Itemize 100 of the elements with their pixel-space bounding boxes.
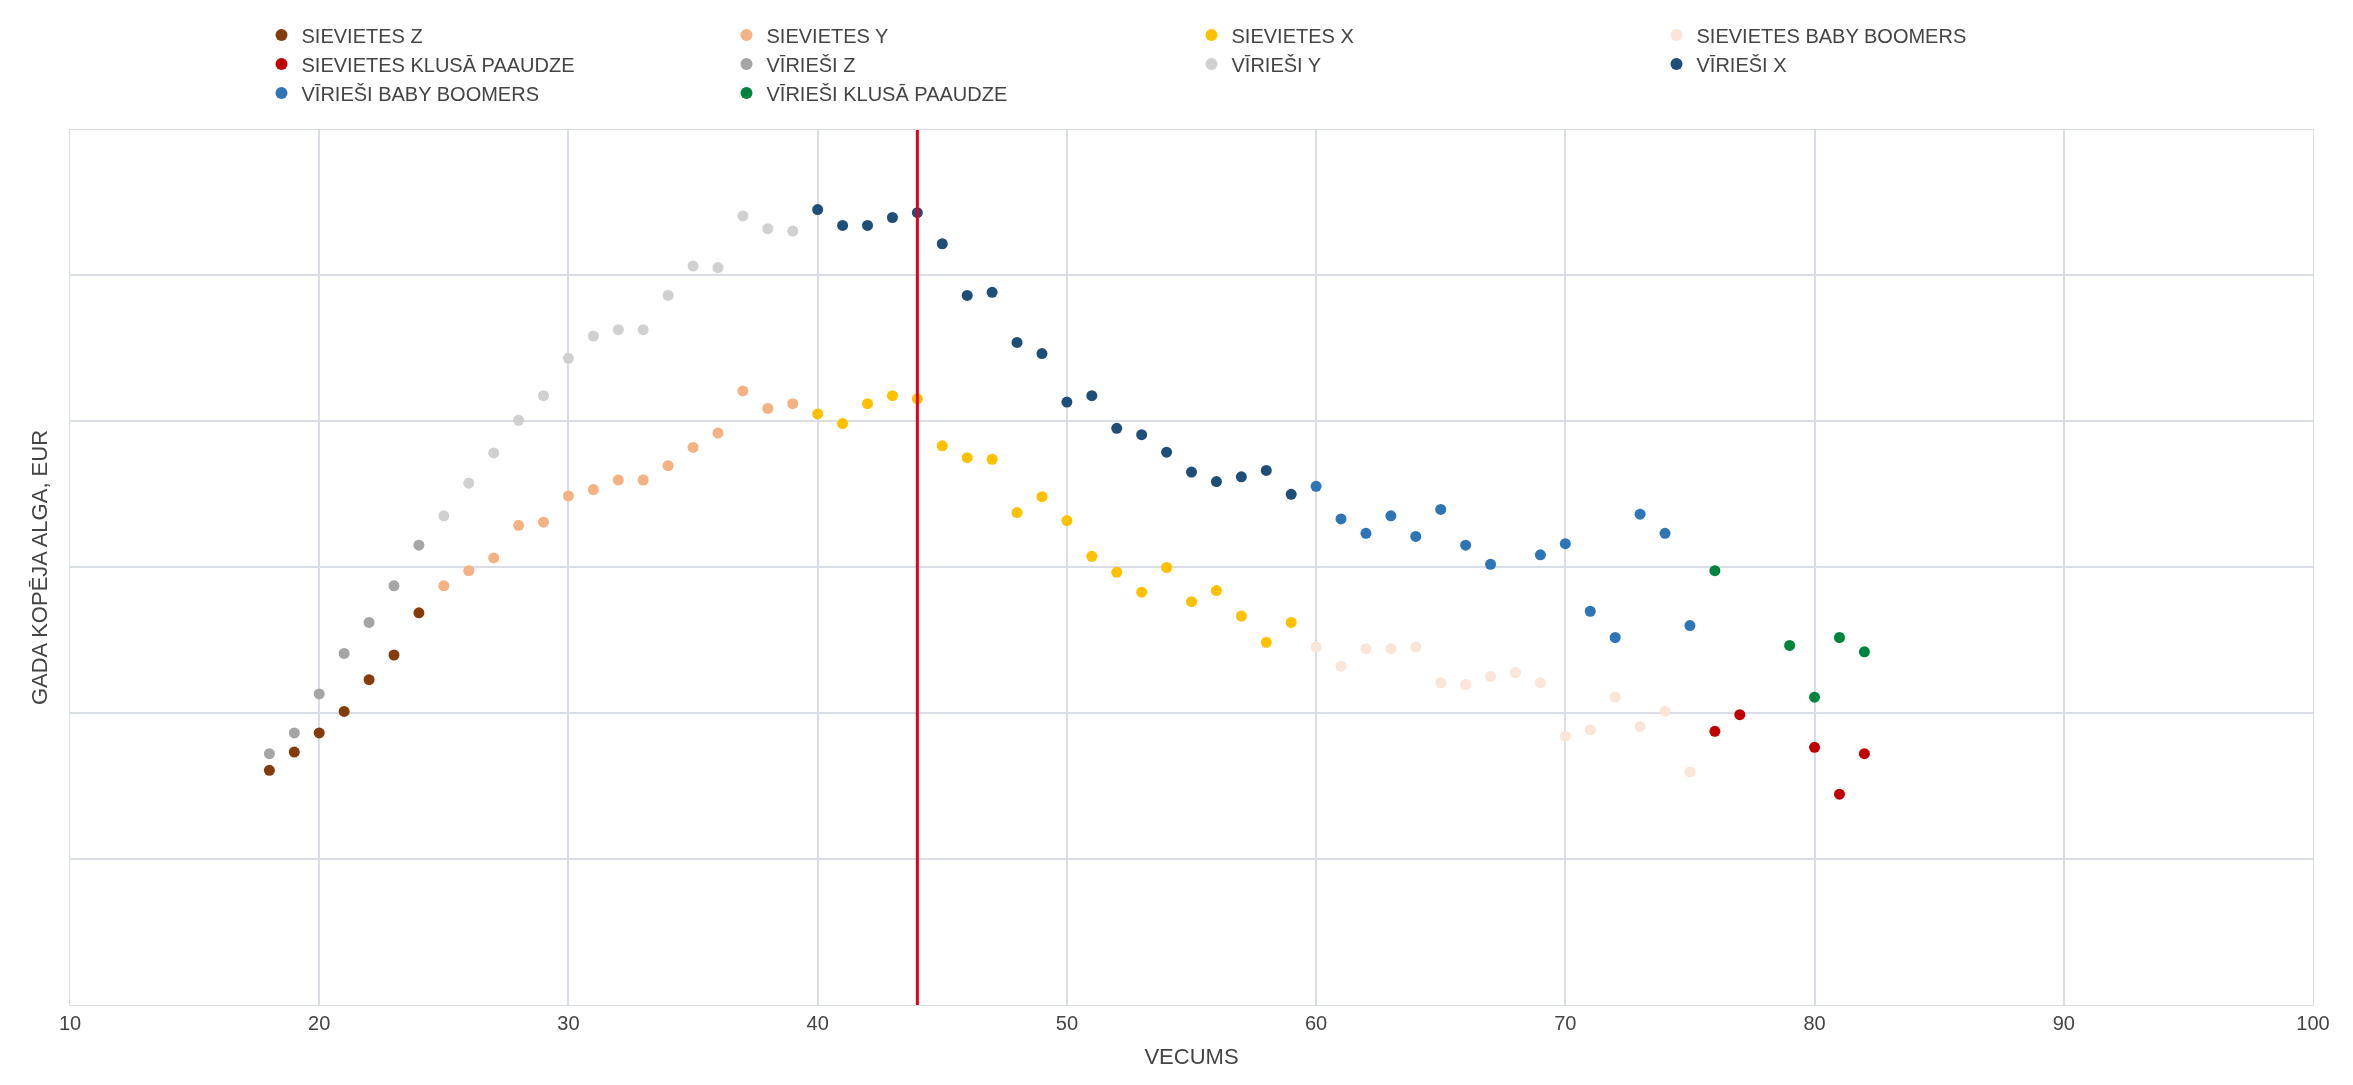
point bbox=[1310, 480, 1322, 492]
legend-label: SIEVIETES BABY BOOMERS bbox=[1696, 24, 1967, 47]
point bbox=[1186, 466, 1197, 478]
point bbox=[936, 440, 948, 452]
x-tick-label: 20 bbox=[308, 1012, 331, 1034]
point bbox=[1634, 721, 1646, 733]
point bbox=[1858, 748, 1870, 760]
point bbox=[1335, 513, 1347, 525]
point bbox=[562, 352, 574, 364]
legend-label: VĪRIEŠI Z bbox=[766, 53, 856, 76]
point bbox=[787, 225, 799, 237]
point bbox=[1858, 646, 1870, 658]
point bbox=[1534, 549, 1546, 561]
point bbox=[1360, 643, 1372, 655]
point bbox=[413, 539, 425, 551]
point bbox=[936, 238, 948, 250]
point bbox=[313, 727, 325, 739]
point bbox=[1210, 585, 1222, 597]
point bbox=[413, 607, 425, 619]
point bbox=[288, 727, 300, 739]
x-tick-label: 30 bbox=[557, 1012, 580, 1034]
point bbox=[961, 289, 973, 301]
point bbox=[1285, 488, 1297, 500]
point bbox=[1310, 641, 1322, 653]
point bbox=[463, 565, 475, 577]
point bbox=[687, 260, 699, 272]
point bbox=[637, 474, 649, 486]
x-tick-label: 60 bbox=[1304, 1012, 1328, 1034]
point bbox=[1111, 566, 1123, 578]
point bbox=[1684, 766, 1696, 778]
point bbox=[862, 219, 874, 231]
point bbox=[961, 452, 973, 464]
point bbox=[1609, 632, 1621, 643]
point bbox=[488, 552, 500, 564]
y-axis-title: GADA KOPĒJA ALGA, EUR bbox=[26, 429, 52, 706]
point bbox=[1584, 724, 1596, 736]
point bbox=[886, 212, 898, 223]
legend-label: SIEVIETES Z bbox=[301, 24, 423, 47]
x-tick-label: 90 bbox=[2052, 1012, 2075, 1034]
point bbox=[1111, 422, 1123, 434]
point bbox=[837, 418, 849, 430]
point bbox=[1235, 471, 1247, 483]
point bbox=[313, 688, 325, 700]
point bbox=[288, 746, 300, 758]
point bbox=[812, 204, 824, 216]
x-tick-label: 100 bbox=[2296, 1012, 2330, 1034]
point bbox=[737, 385, 749, 397]
point bbox=[1584, 605, 1596, 617]
point bbox=[762, 402, 774, 414]
point bbox=[1161, 446, 1173, 458]
point bbox=[562, 490, 574, 502]
point bbox=[862, 398, 874, 410]
point bbox=[587, 330, 599, 342]
point bbox=[1509, 667, 1521, 678]
point bbox=[986, 453, 998, 465]
point bbox=[1809, 691, 1821, 703]
point bbox=[1435, 503, 1447, 515]
point bbox=[787, 398, 799, 410]
point bbox=[338, 705, 350, 717]
point bbox=[1385, 510, 1397, 522]
point bbox=[1659, 705, 1671, 717]
point bbox=[1260, 636, 1272, 648]
point bbox=[1136, 586, 1148, 598]
point bbox=[1709, 565, 1721, 577]
point bbox=[812, 408, 824, 420]
point bbox=[986, 286, 998, 298]
point bbox=[612, 474, 624, 486]
point bbox=[1161, 562, 1173, 573]
legend-label: SIEVIETES KLUSĀ PAAUDZE bbox=[301, 53, 575, 76]
point bbox=[1784, 639, 1796, 651]
point bbox=[1136, 429, 1148, 441]
point bbox=[363, 674, 375, 686]
point bbox=[1410, 641, 1422, 653]
point bbox=[388, 580, 400, 592]
point bbox=[1559, 538, 1571, 550]
point bbox=[1011, 336, 1023, 348]
point bbox=[886, 390, 898, 402]
point bbox=[1061, 396, 1073, 408]
point bbox=[762, 223, 774, 235]
legend-label: SIEVIETES Y bbox=[766, 24, 889, 47]
point bbox=[513, 519, 525, 531]
point bbox=[737, 210, 749, 222]
point bbox=[1609, 691, 1621, 703]
point bbox=[1410, 530, 1422, 542]
point bbox=[1485, 558, 1497, 570]
point bbox=[712, 262, 724, 274]
x-tick-label: 50 bbox=[1055, 1012, 1079, 1034]
legend-label: VĪRIEŠI KLUSĀ PAAUDZE bbox=[766, 82, 1008, 105]
point bbox=[338, 647, 350, 659]
x-tick-label: 70 bbox=[1554, 1012, 1577, 1034]
point bbox=[1036, 348, 1048, 360]
point bbox=[1036, 491, 1048, 503]
point bbox=[1210, 476, 1222, 488]
point bbox=[1186, 596, 1197, 608]
legend-label: VĪRIEŠI BABY BOOMERS bbox=[301, 82, 539, 105]
legend-label: VĪRIEŠI X bbox=[1696, 53, 1787, 76]
point bbox=[1734, 709, 1746, 721]
point bbox=[263, 764, 275, 776]
point bbox=[1235, 610, 1247, 622]
point bbox=[1684, 620, 1696, 632]
